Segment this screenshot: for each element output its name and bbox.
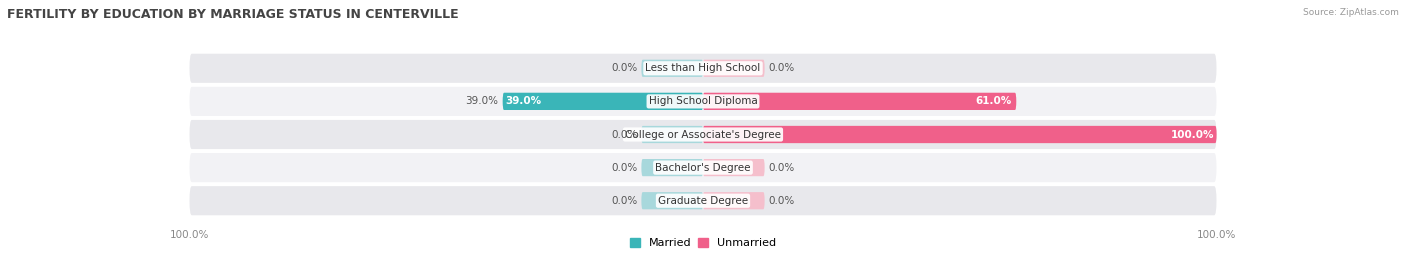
- Text: Graduate Degree: Graduate Degree: [658, 196, 748, 206]
- Text: 39.0%: 39.0%: [505, 96, 541, 107]
- FancyBboxPatch shape: [190, 120, 1216, 149]
- FancyBboxPatch shape: [703, 126, 1216, 143]
- FancyBboxPatch shape: [703, 93, 1017, 110]
- Text: 100.0%: 100.0%: [1170, 129, 1213, 140]
- Text: 61.0%: 61.0%: [976, 96, 1012, 107]
- FancyBboxPatch shape: [641, 192, 703, 209]
- FancyBboxPatch shape: [641, 60, 703, 77]
- Text: 0.0%: 0.0%: [612, 63, 637, 73]
- Text: High School Diploma: High School Diploma: [648, 96, 758, 107]
- FancyBboxPatch shape: [703, 159, 765, 176]
- FancyBboxPatch shape: [190, 87, 1216, 116]
- FancyBboxPatch shape: [703, 126, 1216, 143]
- FancyBboxPatch shape: [641, 126, 703, 143]
- Text: 39.0%: 39.0%: [465, 96, 499, 107]
- Text: 0.0%: 0.0%: [769, 196, 794, 206]
- Text: 0.0%: 0.0%: [612, 129, 637, 140]
- Text: FERTILITY BY EDUCATION BY MARRIAGE STATUS IN CENTERVILLE: FERTILITY BY EDUCATION BY MARRIAGE STATU…: [7, 8, 458, 21]
- Text: Bachelor's Degree: Bachelor's Degree: [655, 162, 751, 173]
- FancyBboxPatch shape: [190, 54, 1216, 83]
- Text: 0.0%: 0.0%: [769, 63, 794, 73]
- Text: Less than High School: Less than High School: [645, 63, 761, 73]
- FancyBboxPatch shape: [703, 60, 765, 77]
- FancyBboxPatch shape: [190, 153, 1216, 182]
- Text: Source: ZipAtlas.com: Source: ZipAtlas.com: [1303, 8, 1399, 17]
- FancyBboxPatch shape: [503, 93, 703, 110]
- Text: 0.0%: 0.0%: [769, 162, 794, 173]
- FancyBboxPatch shape: [503, 93, 703, 110]
- FancyBboxPatch shape: [703, 93, 1017, 110]
- Text: 0.0%: 0.0%: [612, 196, 637, 206]
- FancyBboxPatch shape: [641, 159, 703, 176]
- Text: College or Associate's Degree: College or Associate's Degree: [626, 129, 780, 140]
- FancyBboxPatch shape: [703, 192, 765, 209]
- Legend: Married, Unmarried: Married, Unmarried: [626, 233, 780, 253]
- Text: 0.0%: 0.0%: [612, 162, 637, 173]
- FancyBboxPatch shape: [190, 186, 1216, 215]
